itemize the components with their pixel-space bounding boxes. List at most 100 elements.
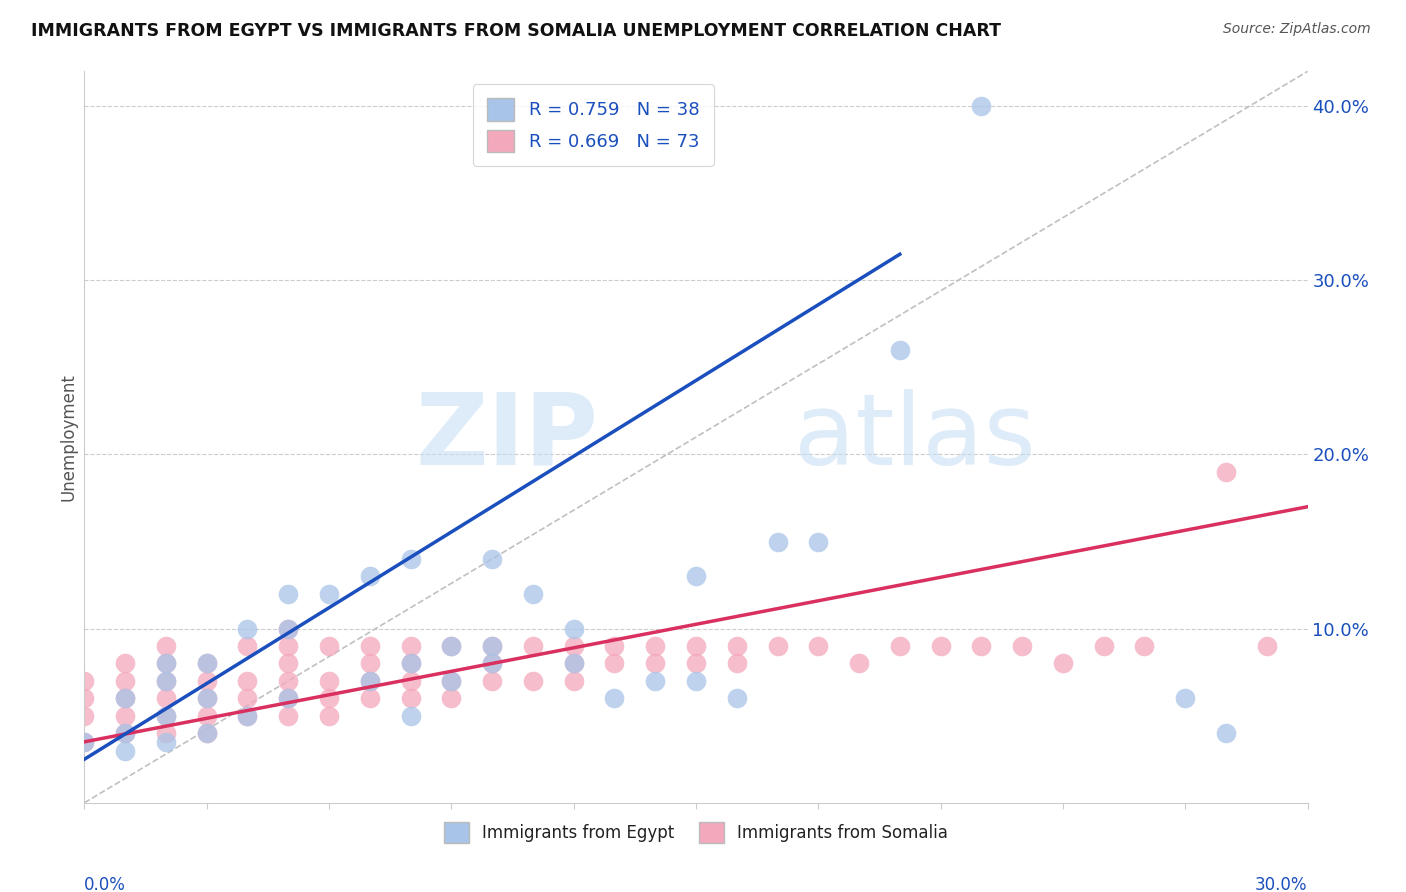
Point xyxy=(318,587,340,601)
Point xyxy=(359,691,381,706)
Point xyxy=(766,534,789,549)
Point xyxy=(318,673,340,688)
Point xyxy=(73,735,96,749)
Point xyxy=(399,657,422,671)
Text: ZIP: ZIP xyxy=(415,389,598,485)
Point xyxy=(644,657,666,671)
Point xyxy=(562,639,585,653)
Point xyxy=(725,639,748,653)
Point xyxy=(195,673,218,688)
Point xyxy=(318,708,340,723)
Point xyxy=(1174,691,1197,706)
Text: Source: ZipAtlas.com: Source: ZipAtlas.com xyxy=(1223,22,1371,37)
Point xyxy=(399,691,422,706)
Point xyxy=(195,691,218,706)
Point xyxy=(766,639,789,653)
Text: IMMIGRANTS FROM EGYPT VS IMMIGRANTS FROM SOMALIA UNEMPLOYMENT CORRELATION CHART: IMMIGRANTS FROM EGYPT VS IMMIGRANTS FROM… xyxy=(31,22,1001,40)
Point xyxy=(1092,639,1115,653)
Y-axis label: Unemployment: Unemployment xyxy=(59,373,77,501)
Point xyxy=(807,534,830,549)
Point xyxy=(359,657,381,671)
Point xyxy=(399,657,422,671)
Point xyxy=(277,622,299,636)
Point xyxy=(1052,657,1074,671)
Point xyxy=(725,657,748,671)
Point xyxy=(685,657,707,671)
Point xyxy=(155,708,177,723)
Point xyxy=(440,673,463,688)
Point xyxy=(603,639,626,653)
Point xyxy=(1133,639,1156,653)
Point xyxy=(970,99,993,113)
Point xyxy=(889,343,911,357)
Point xyxy=(440,639,463,653)
Point xyxy=(359,569,381,583)
Point xyxy=(155,657,177,671)
Point xyxy=(889,639,911,653)
Point xyxy=(114,708,136,723)
Point xyxy=(155,673,177,688)
Point xyxy=(562,673,585,688)
Point xyxy=(644,639,666,653)
Point xyxy=(603,691,626,706)
Point xyxy=(399,708,422,723)
Point xyxy=(1215,726,1237,740)
Point xyxy=(155,691,177,706)
Point xyxy=(114,657,136,671)
Point xyxy=(195,726,218,740)
Point xyxy=(114,726,136,740)
Point xyxy=(155,735,177,749)
Point xyxy=(562,622,585,636)
Point xyxy=(725,691,748,706)
Point xyxy=(440,691,463,706)
Point xyxy=(195,708,218,723)
Point xyxy=(236,673,259,688)
Point xyxy=(155,639,177,653)
Point xyxy=(522,587,544,601)
Point xyxy=(195,691,218,706)
Text: atlas: atlas xyxy=(794,389,1035,485)
Point xyxy=(277,691,299,706)
Point xyxy=(318,691,340,706)
Point xyxy=(481,552,503,566)
Point xyxy=(481,657,503,671)
Point xyxy=(522,673,544,688)
Point xyxy=(481,657,503,671)
Point xyxy=(603,657,626,671)
Point xyxy=(277,639,299,653)
Point xyxy=(481,673,503,688)
Point xyxy=(236,708,259,723)
Point xyxy=(236,691,259,706)
Point xyxy=(318,639,340,653)
Point xyxy=(929,639,952,653)
Point xyxy=(73,691,96,706)
Point xyxy=(481,639,503,653)
Point xyxy=(277,657,299,671)
Point xyxy=(195,726,218,740)
Point xyxy=(440,639,463,653)
Point xyxy=(114,691,136,706)
Point xyxy=(155,726,177,740)
Point xyxy=(114,673,136,688)
Point xyxy=(73,673,96,688)
Point xyxy=(522,639,544,653)
Point xyxy=(277,587,299,601)
Point xyxy=(399,552,422,566)
Point xyxy=(195,657,218,671)
Point xyxy=(359,673,381,688)
Text: 30.0%: 30.0% xyxy=(1256,876,1308,892)
Point xyxy=(359,639,381,653)
Point xyxy=(685,569,707,583)
Point xyxy=(155,657,177,671)
Point xyxy=(73,708,96,723)
Point xyxy=(1011,639,1033,653)
Point xyxy=(399,673,422,688)
Point xyxy=(807,639,830,653)
Point xyxy=(970,639,993,653)
Point xyxy=(359,673,381,688)
Point xyxy=(685,639,707,653)
Point xyxy=(848,657,870,671)
Point xyxy=(685,673,707,688)
Point xyxy=(277,708,299,723)
Point xyxy=(562,657,585,671)
